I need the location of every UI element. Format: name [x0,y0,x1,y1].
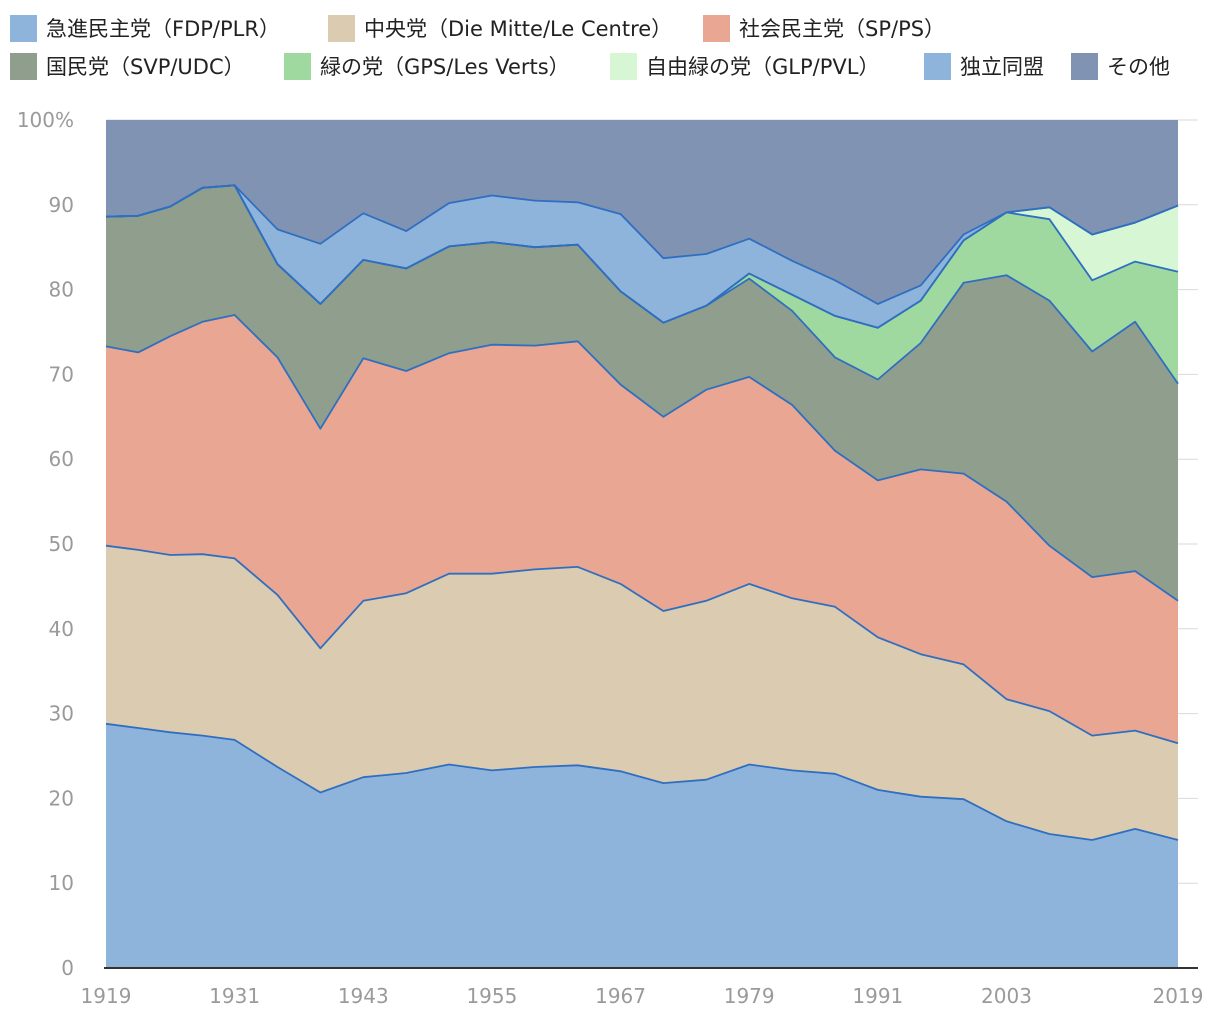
y-tick-label: 40 [49,617,74,641]
legend-label-7: その他 [1107,55,1170,79]
x-tick-label: 2019 [1153,984,1204,1008]
legend-swatch-3 [10,53,37,80]
legend-label-4: 緑の党（GPS/Les Verts） [320,55,570,79]
legend-label-1: 中央党（Die Mitte/Le Centre） [364,17,672,41]
y-tick-label: 60 [49,447,74,471]
legend-swatch-5 [610,53,637,80]
legend-label-0: 急進民主党（FDP/PLR） [46,17,280,41]
x-tick-label: 1943 [338,984,389,1008]
legend-swatch-0 [10,15,37,42]
y-axis: 0 10 20 30 40 50 60 70 80 90 100% [17,108,74,980]
series-line-6 [105,184,1179,305]
legend-swatch-1 [328,15,355,42]
area-6 [106,185,1178,328]
legend-swatch-2 [703,15,730,42]
area-0 [106,723,1178,968]
x-tick-label: 1967 [595,984,646,1008]
x-axis: 1919 1931 1943 1955 1967 1979 1991 2003 2019 [81,967,1204,1008]
y-tick-label: 0 [61,956,74,980]
y-tick-label: 90 [49,193,74,217]
legend-swatch-6 [924,53,951,80]
legend-label-6: 独立同盟 [960,55,1044,79]
area-4 [106,185,1178,384]
y-tick-label: 20 [49,786,74,810]
legend-label-2: 社会民主党（SP/PS） [739,17,945,41]
x-tick-label: 1919 [81,984,132,1008]
legend-swatch-7 [1071,53,1098,80]
legend: 急進民主党（FDP/PLR） 中央党（Die Mitte/Le Centre） 社会… [10,15,1170,80]
x-tick-label: 2003 [981,984,1032,1008]
series-line-0 [105,722,1179,841]
series-line-2 [105,314,1179,602]
y-tick-label: 80 [49,278,74,302]
y-tick-label: 70 [49,362,74,386]
series-line-1 [105,544,1179,745]
area-3 [106,185,1178,601]
area-series [105,120,1179,968]
area-7 [106,120,1178,304]
y-tick-label: 30 [49,702,74,726]
x-tick-label: 1931 [209,984,260,1008]
legend-label-5: 自由緑の党（GLP/PVL） [646,55,879,79]
x-tick-label: 1991 [852,984,903,1008]
legend-label-3: 国民党（SVP/UDC） [46,55,245,79]
area-2 [106,315,1178,744]
legend-swatch-4 [284,53,311,80]
series-line-5 [105,184,1179,329]
x-tick-label: 1955 [466,984,517,1008]
area-1 [106,545,1178,840]
y-tick-label: 100% [17,108,74,132]
y-tick-label: 10 [49,871,74,895]
y-tick-label: 50 [49,532,74,556]
x-tick-label: 1979 [724,984,775,1008]
